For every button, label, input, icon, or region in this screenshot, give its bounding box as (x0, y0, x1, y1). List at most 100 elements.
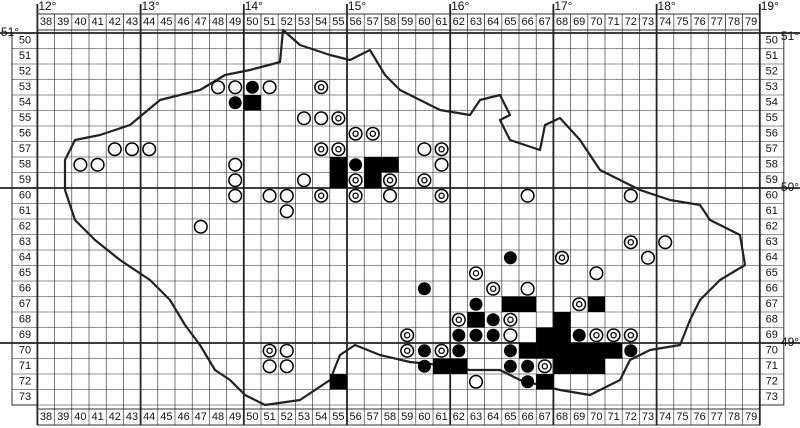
row-label: 58 (766, 159, 778, 171)
column-label: 42 (109, 16, 121, 28)
target-ring (507, 316, 514, 323)
target-ring (352, 192, 359, 199)
record-target (434, 343, 449, 358)
row-label: 72 (766, 376, 778, 388)
record-square (450, 358, 468, 374)
column-label: 65 (504, 16, 516, 28)
row-label: 63 (19, 236, 31, 248)
row-label: 54 (766, 97, 778, 109)
column-label: 60 (418, 411, 430, 423)
target-ring (623, 328, 638, 343)
target-ring (369, 130, 377, 137)
column-label: 55 (332, 411, 344, 423)
record-open (262, 359, 277, 374)
row-label: 56 (19, 128, 31, 140)
column-label: 67 (539, 411, 551, 423)
record-filled (349, 158, 363, 172)
column-label: 39 (57, 16, 69, 28)
row-label: 69 (766, 329, 778, 341)
column-label: 58 (384, 16, 396, 28)
record-filled (624, 344, 638, 358)
column-label: 68 (556, 411, 568, 423)
column-label: 44 (143, 16, 155, 28)
target-ring (575, 300, 583, 308)
column-label: 42 (109, 411, 121, 423)
record-filled (503, 251, 517, 265)
record-filled (228, 96, 242, 110)
target-ring (400, 343, 415, 358)
record-square (467, 312, 485, 328)
column-label: 59 (401, 411, 413, 423)
column-label: 64 (487, 16, 499, 28)
target-ring (421, 176, 428, 184)
target-ring (403, 331, 411, 339)
target-ring (472, 269, 480, 277)
record-square (381, 157, 399, 173)
column-label: 51 (263, 411, 275, 423)
longitude-label: 17° (554, 0, 572, 13)
column-label: 50 (246, 16, 258, 28)
record-square (553, 343, 571, 359)
column-label: 56 (349, 16, 361, 28)
row-label: 60 (19, 190, 31, 202)
row-label: 57 (19, 143, 31, 155)
target-ring (417, 173, 432, 188)
column-label: 49 (229, 411, 241, 423)
record-target (314, 80, 329, 95)
record-open (228, 157, 243, 172)
record-open (279, 188, 294, 203)
column-label: 67 (539, 16, 551, 28)
target-ring (610, 331, 617, 339)
target-ring (593, 331, 600, 339)
target-ring (554, 250, 570, 265)
target-ring (434, 142, 449, 157)
column-label: 57 (367, 16, 379, 28)
record-filled (486, 328, 500, 342)
record-open (468, 374, 484, 389)
longitude-label: 19° (761, 0, 779, 13)
column-label: 71 (607, 16, 619, 28)
latitude-label: 50° (781, 180, 799, 194)
target-ring (623, 235, 638, 250)
row-label: 66 (766, 283, 778, 295)
record-open (73, 157, 88, 172)
longitude-label: 14° (245, 0, 263, 13)
column-label: 51 (263, 16, 275, 28)
longitude-label: 18° (658, 0, 676, 13)
target-ring (572, 297, 587, 312)
column-label: 52 (281, 411, 293, 423)
column-label: 75 (676, 411, 688, 423)
record-square (553, 327, 571, 343)
record-target (262, 343, 277, 358)
row-label: 51 (766, 50, 778, 62)
record-square (536, 374, 554, 390)
record-open (90, 157, 105, 172)
record-square (329, 374, 347, 390)
column-label: 60 (418, 16, 430, 28)
column-label: 41 (91, 16, 103, 28)
record-filled (469, 328, 483, 342)
longitude-label: 16° (451, 0, 469, 13)
record-filled (521, 375, 535, 389)
record-target (348, 188, 363, 203)
record-open (417, 142, 432, 157)
column-label: 79 (745, 411, 757, 423)
record-filled (521, 359, 535, 373)
target-ring (352, 176, 359, 184)
latitude-label: 51° (781, 29, 799, 43)
column-label: 49 (229, 16, 241, 28)
column-label: 53 (298, 16, 310, 28)
column-label: 66 (521, 411, 533, 423)
record-square (570, 343, 588, 359)
row-label: 58 (19, 159, 31, 171)
target-ring (400, 328, 415, 343)
row-label: 50 (766, 35, 778, 47)
target-ring (314, 188, 329, 203)
row-label: 54 (19, 97, 31, 109)
record-square (605, 343, 623, 359)
record-open (279, 359, 294, 374)
record-filled (452, 344, 466, 358)
row-label: 63 (766, 236, 778, 248)
row-label: 68 (19, 314, 31, 326)
record-filled (469, 297, 483, 311)
